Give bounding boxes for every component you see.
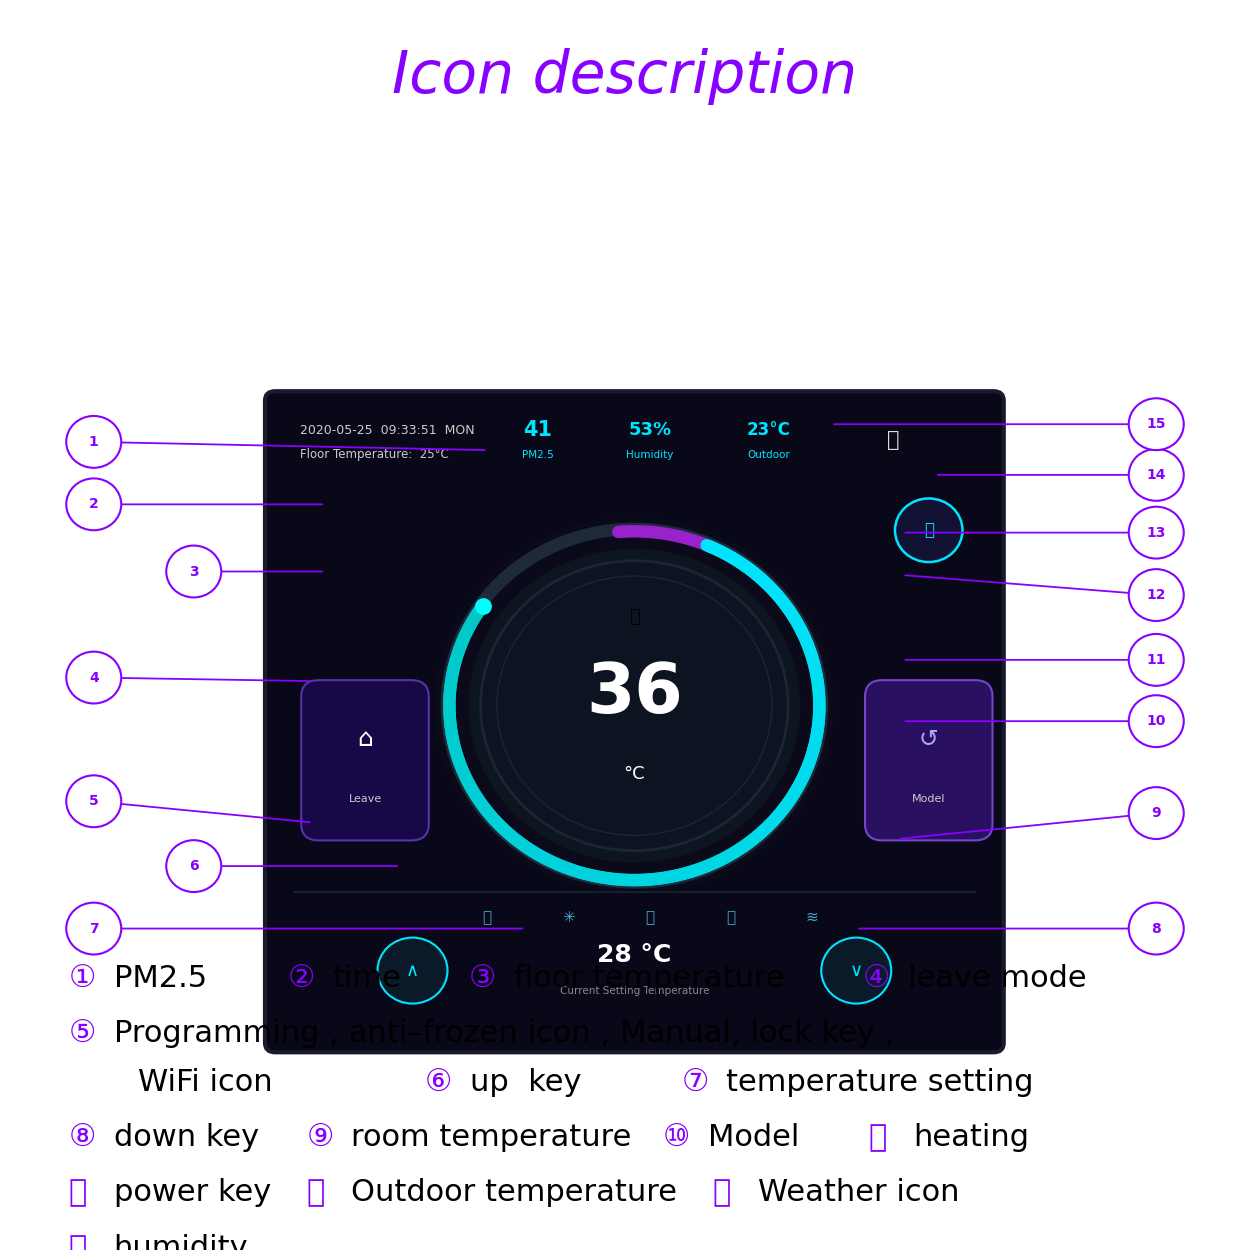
Text: up  key: up key [470, 1068, 581, 1096]
Text: temperature setting: temperature setting [726, 1068, 1034, 1096]
Circle shape [1129, 569, 1184, 621]
Text: leave mode: leave mode [908, 964, 1086, 992]
Text: ↺: ↺ [919, 728, 939, 751]
FancyBboxPatch shape [265, 391, 1004, 1052]
Text: Current Setting Temperature: Current Setting Temperature [560, 985, 709, 995]
Text: ⑮: ⑮ [69, 1234, 88, 1250]
Circle shape [166, 545, 221, 598]
Text: ✳: ✳ [562, 910, 575, 925]
Text: down key: down key [114, 1122, 259, 1152]
Text: 🔒: 🔒 [726, 910, 735, 925]
Text: ③: ③ [469, 964, 496, 992]
Circle shape [1129, 788, 1184, 839]
Text: 4: 4 [89, 670, 99, 685]
Circle shape [66, 651, 121, 704]
Text: ⛅: ⛅ [888, 430, 900, 450]
Text: WiFi icon: WiFi icon [138, 1068, 272, 1096]
Text: 15: 15 [1146, 418, 1166, 431]
Text: Icon description: Icon description [392, 48, 858, 105]
Text: ⑤: ⑤ [69, 1019, 96, 1048]
Circle shape [1129, 506, 1184, 559]
Circle shape [378, 938, 448, 1004]
Text: 🔥: 🔥 [629, 609, 640, 626]
Text: heating: heating [914, 1122, 1030, 1152]
Circle shape [1129, 399, 1184, 450]
Text: ∧: ∧ [406, 961, 419, 980]
Text: 28 °C: 28 °C [598, 944, 671, 968]
Text: ⑬: ⑬ [306, 1179, 325, 1208]
Text: 53%: 53% [629, 421, 671, 439]
Circle shape [66, 775, 121, 828]
Circle shape [1129, 634, 1184, 686]
Text: ⑫: ⑫ [69, 1179, 88, 1208]
Text: floor temperature: floor temperature [514, 964, 785, 992]
Text: 7: 7 [89, 921, 99, 935]
Text: ⌂: ⌂ [357, 728, 372, 751]
Text: 12: 12 [1146, 588, 1166, 602]
Text: time: time [332, 964, 401, 992]
Circle shape [821, 938, 891, 1004]
Text: ⬜: ⬜ [482, 910, 491, 925]
Circle shape [1129, 902, 1184, 955]
Text: 10: 10 [1146, 714, 1166, 729]
Text: humidity: humidity [114, 1234, 249, 1250]
Text: 3: 3 [189, 565, 199, 579]
Text: 9: 9 [1151, 806, 1161, 820]
Text: Leave: Leave [349, 794, 381, 804]
Text: ⑧: ⑧ [69, 1122, 96, 1152]
Text: Outdoor: Outdoor [748, 450, 790, 460]
Text: ⑨: ⑨ [306, 1122, 334, 1152]
Circle shape [434, 518, 835, 894]
Text: ⑥: ⑥ [425, 1068, 452, 1096]
Text: Weather icon: Weather icon [758, 1179, 959, 1208]
Text: PM2.5: PM2.5 [114, 964, 208, 992]
Text: °C: °C [624, 765, 645, 782]
FancyBboxPatch shape [865, 680, 992, 840]
Text: 1: 1 [89, 435, 99, 449]
Text: Programming , anti–frozen icon , Manual, lock key ,: Programming , anti–frozen icon , Manual,… [114, 1019, 894, 1048]
Text: 11: 11 [1146, 652, 1166, 668]
Text: room temperature: room temperature [351, 1122, 631, 1152]
Text: 6: 6 [189, 859, 199, 872]
Text: 8: 8 [1151, 921, 1161, 935]
Circle shape [1129, 449, 1184, 501]
Text: ⏻: ⏻ [924, 521, 934, 539]
Text: ①: ① [69, 964, 96, 992]
Text: ∨: ∨ [850, 961, 862, 980]
Text: 23°C: 23°C [746, 421, 791, 439]
Text: 2020-05-25  09:33:51  MON: 2020-05-25 09:33:51 MON [300, 424, 475, 436]
Text: ⑪: ⑪ [869, 1122, 887, 1152]
Circle shape [66, 902, 121, 955]
Circle shape [895, 499, 962, 562]
Circle shape [66, 479, 121, 530]
Text: Model: Model [912, 794, 945, 804]
Circle shape [1129, 695, 1184, 748]
Circle shape [66, 416, 121, 468]
Text: ②: ② [288, 964, 315, 992]
Text: ≋: ≋ [806, 910, 819, 925]
Text: ✋: ✋ [645, 910, 654, 925]
Text: Outdoor temperature: Outdoor temperature [351, 1179, 678, 1208]
Text: Humidity: Humidity [626, 450, 674, 460]
FancyBboxPatch shape [301, 680, 429, 840]
Circle shape [166, 840, 221, 892]
Text: Floor Temperature:  25°C: Floor Temperature: 25°C [300, 449, 449, 461]
Text: 14: 14 [1146, 468, 1166, 482]
Text: ⑭: ⑭ [712, 1179, 731, 1208]
Circle shape [480, 561, 788, 851]
Text: ⑦: ⑦ [681, 1068, 709, 1096]
Text: ④: ④ [862, 964, 890, 992]
Text: Model: Model [707, 1122, 799, 1152]
Text: ⑩: ⑩ [662, 1122, 690, 1152]
Text: 13: 13 [1146, 525, 1166, 540]
Text: power key: power key [114, 1179, 271, 1208]
Text: 41: 41 [522, 420, 552, 440]
Text: 5: 5 [89, 794, 99, 809]
Text: PM2.5: PM2.5 [521, 450, 554, 460]
Text: 36: 36 [586, 660, 683, 727]
Text: 2: 2 [89, 498, 99, 511]
